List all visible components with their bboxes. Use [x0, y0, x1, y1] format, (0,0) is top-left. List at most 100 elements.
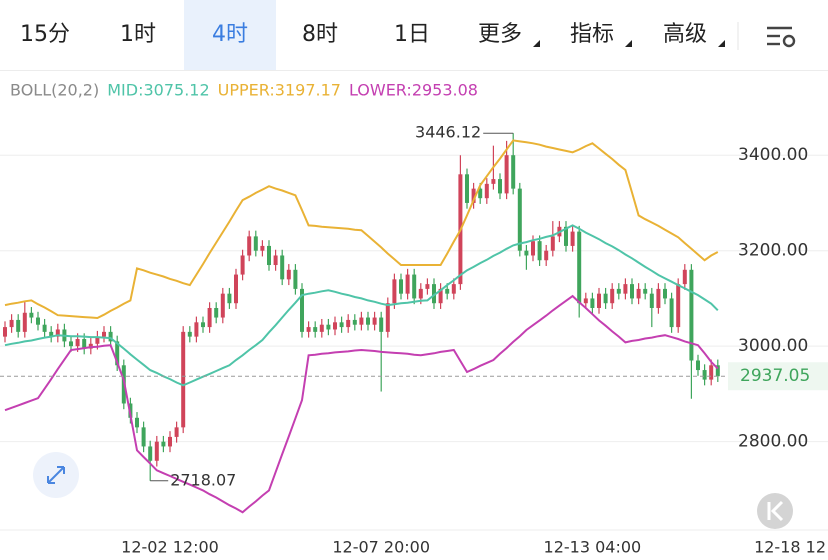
candle-body [161, 441, 166, 447]
candle-body [201, 322, 205, 328]
candle-body [669, 298, 674, 328]
candle-body [491, 179, 496, 184]
candle-body [676, 284, 681, 328]
candle-body [29, 312, 34, 318]
candle-body [610, 288, 615, 304]
candle-body [392, 279, 397, 304]
x-tick-label: 12-02 12:00 [121, 538, 219, 557]
candle-body [260, 245, 265, 251]
candle-body [577, 231, 582, 304]
period-tab[interactable]: 高级 [639, 0, 731, 70]
candle-body [313, 327, 318, 332]
candle-body [531, 241, 535, 256]
candle-body [603, 293, 608, 304]
candle-body [326, 324, 331, 330]
candle-body [616, 288, 621, 294]
candle-body [115, 341, 120, 366]
candle-body [564, 226, 568, 246]
candle-body [168, 436, 172, 447]
candle-body [689, 269, 694, 361]
indicator-name: BOLL(20,2) [10, 81, 99, 100]
period-tab[interactable]: 1日 [394, 22, 430, 47]
last-price-label: 2937.05 [740, 366, 810, 386]
candle-body [550, 236, 555, 251]
period-tab[interactable]: 1时 [120, 22, 156, 47]
candle-body [69, 341, 73, 347]
candle-body [9, 319, 14, 328]
period-tab[interactable]: 15分 [20, 22, 70, 47]
candle-body [623, 284, 628, 294]
candle-body [280, 255, 285, 280]
candle-body [405, 274, 410, 294]
candle-body [484, 183, 489, 199]
expand-icon [47, 466, 65, 484]
candle-body [359, 317, 364, 325]
candle-body [537, 241, 542, 261]
candle-body [352, 319, 357, 325]
candle-body [498, 179, 502, 194]
candle-body [643, 288, 648, 294]
candle-body [293, 269, 298, 289]
candle-body [471, 188, 476, 203]
candle-body [511, 155, 516, 189]
indicator-line [4, 294, 719, 514]
candle-body [366, 317, 370, 325]
candle-body [75, 339, 80, 347]
candle-body [108, 331, 113, 342]
candle-body [234, 274, 238, 304]
candle-body [214, 307, 219, 318]
candle-body [544, 250, 549, 261]
candle-body [597, 293, 601, 308]
x-tick-label: 12-18 12 [754, 538, 826, 557]
period-tab[interactable]: 4时 [184, 0, 276, 70]
period-tab[interactable]: 指标 [546, 0, 638, 70]
candle-body [465, 174, 469, 203]
candle-body [187, 331, 192, 337]
candle-body [590, 298, 595, 308]
candle-body [418, 288, 423, 299]
candle-body [141, 427, 146, 447]
candle-body [300, 288, 304, 332]
candle-body [55, 329, 60, 337]
max-label: 3446.12 [415, 123, 481, 142]
candle-body [346, 319, 351, 328]
indicator-line [4, 224, 719, 387]
legend-entry: LOWER:2953.08 [349, 81, 478, 100]
candle-body [194, 322, 199, 337]
candle-body [504, 155, 509, 194]
candle-body [82, 339, 87, 349]
kline-button[interactable] [757, 493, 793, 529]
indicator-line [4, 139, 719, 320]
period-tab[interactable]: 更多 [454, 0, 546, 70]
candle-body [656, 288, 661, 308]
candle-body [432, 284, 436, 304]
candle-body [702, 370, 707, 380]
candle-body [399, 279, 403, 294]
x-tick-label: 12-13 04:00 [544, 538, 642, 557]
candle-body [517, 188, 522, 251]
candle-body [247, 236, 252, 256]
y-tick-label: 3200.00 [738, 241, 808, 261]
candle-body [379, 317, 384, 332]
expand-button[interactable] [33, 452, 79, 498]
candle-body [253, 236, 258, 251]
legend-entry: UPPER:3197.17 [218, 81, 341, 100]
candle-body [42, 324, 47, 332]
legend-entry: MID:3075.12 [107, 81, 209, 100]
candle-body [240, 255, 245, 275]
candle-body [286, 269, 291, 280]
candle-body [22, 312, 27, 332]
y-tick-label: 2800.00 [738, 432, 808, 452]
candle-body [49, 331, 54, 337]
candle-body [220, 293, 225, 318]
candle-body [451, 284, 456, 294]
period-tab[interactable]: 8时 [302, 22, 338, 47]
candle-body [154, 441, 159, 461]
period-tabs: 15分 1时 4时 8时 1日 更多 指标 高级 [0, 0, 828, 71]
kline-icon [767, 500, 784, 522]
candle-body [319, 324, 324, 332]
candle-body [715, 365, 720, 377]
candle-body [372, 317, 377, 325]
